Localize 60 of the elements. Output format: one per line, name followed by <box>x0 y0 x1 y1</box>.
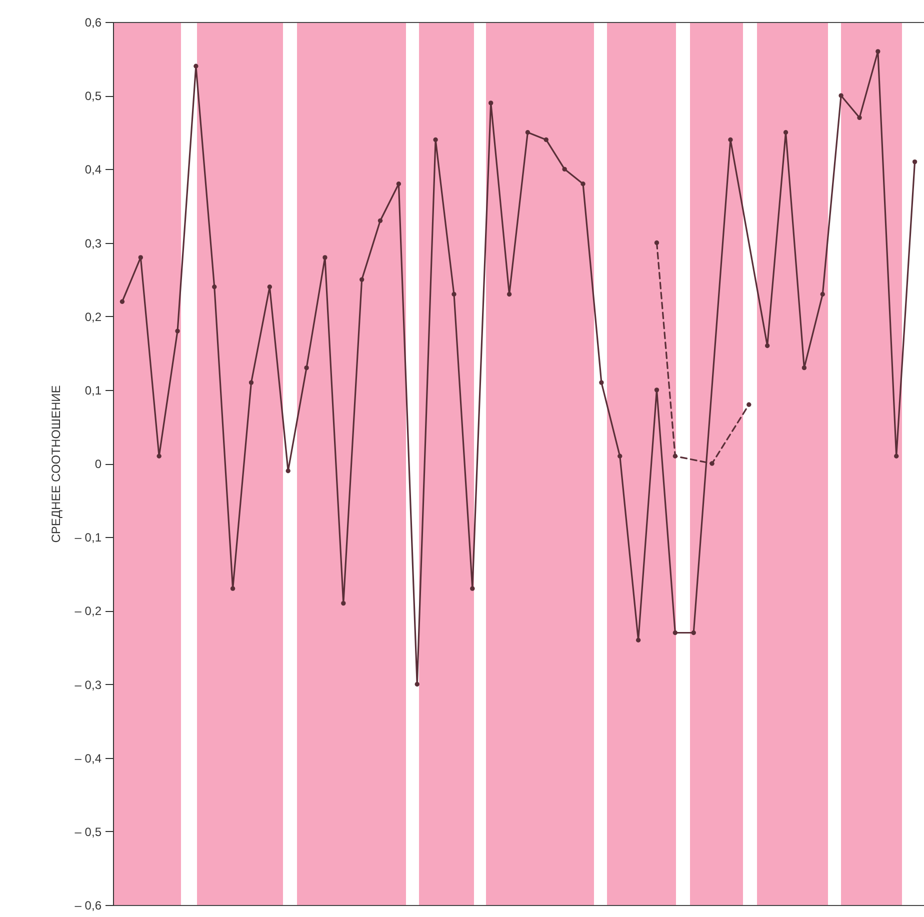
point <box>876 49 880 54</box>
y-axis-title: СРЕДНЕЕ СООТНОШЕНИЕ <box>48 385 63 543</box>
point <box>452 292 456 297</box>
y-tick-label: – 0,4 <box>74 751 102 766</box>
point <box>636 638 641 642</box>
point <box>912 159 918 164</box>
y-tick-label: 0,4 <box>84 162 102 177</box>
point <box>175 328 180 334</box>
point <box>396 182 402 186</box>
point <box>230 586 236 591</box>
point <box>580 182 586 186</box>
point <box>359 277 364 282</box>
point <box>618 454 622 458</box>
point <box>691 630 696 636</box>
point <box>838 93 844 98</box>
point <box>194 64 198 68</box>
point <box>156 454 162 458</box>
y-tick-label: – 0,5 <box>74 824 102 839</box>
y-tick-label: 0,2 <box>84 310 102 324</box>
point <box>212 284 217 290</box>
point <box>728 137 733 142</box>
point <box>267 284 272 290</box>
point <box>322 255 328 260</box>
point <box>341 600 346 606</box>
y-tick-label: – 0,6 <box>74 898 102 912</box>
y-tick-label: 0 <box>94 457 102 471</box>
point <box>286 468 290 474</box>
point <box>710 461 714 466</box>
point <box>820 292 825 297</box>
point <box>120 299 125 304</box>
point <box>764 343 770 348</box>
y-tick-label: 0,5 <box>84 89 102 104</box>
point <box>783 130 788 135</box>
point <box>488 100 494 106</box>
point <box>304 366 309 370</box>
point <box>506 292 512 297</box>
point <box>525 130 530 135</box>
y-tick-label: – 0,2 <box>74 604 102 618</box>
point <box>672 630 678 636</box>
point <box>378 218 383 224</box>
point <box>138 255 143 260</box>
point <box>857 115 862 120</box>
point <box>894 454 899 458</box>
y-tick-label: – 0,3 <box>74 678 102 692</box>
point <box>544 137 548 142</box>
point <box>599 380 604 385</box>
point <box>248 380 254 385</box>
point <box>433 137 438 142</box>
y-tick-label: – 0,1 <box>74 530 102 545</box>
point <box>414 682 420 687</box>
point <box>672 454 678 458</box>
point <box>802 366 807 370</box>
point <box>746 402 752 407</box>
point <box>562 166 567 172</box>
point <box>470 586 475 591</box>
y-tick-label: 0,3 <box>84 236 102 250</box>
y-tick-label: 0,1 <box>84 383 102 398</box>
point <box>654 240 660 246</box>
point <box>654 388 660 392</box>
y-tick-label: 0,6 <box>84 16 102 30</box>
